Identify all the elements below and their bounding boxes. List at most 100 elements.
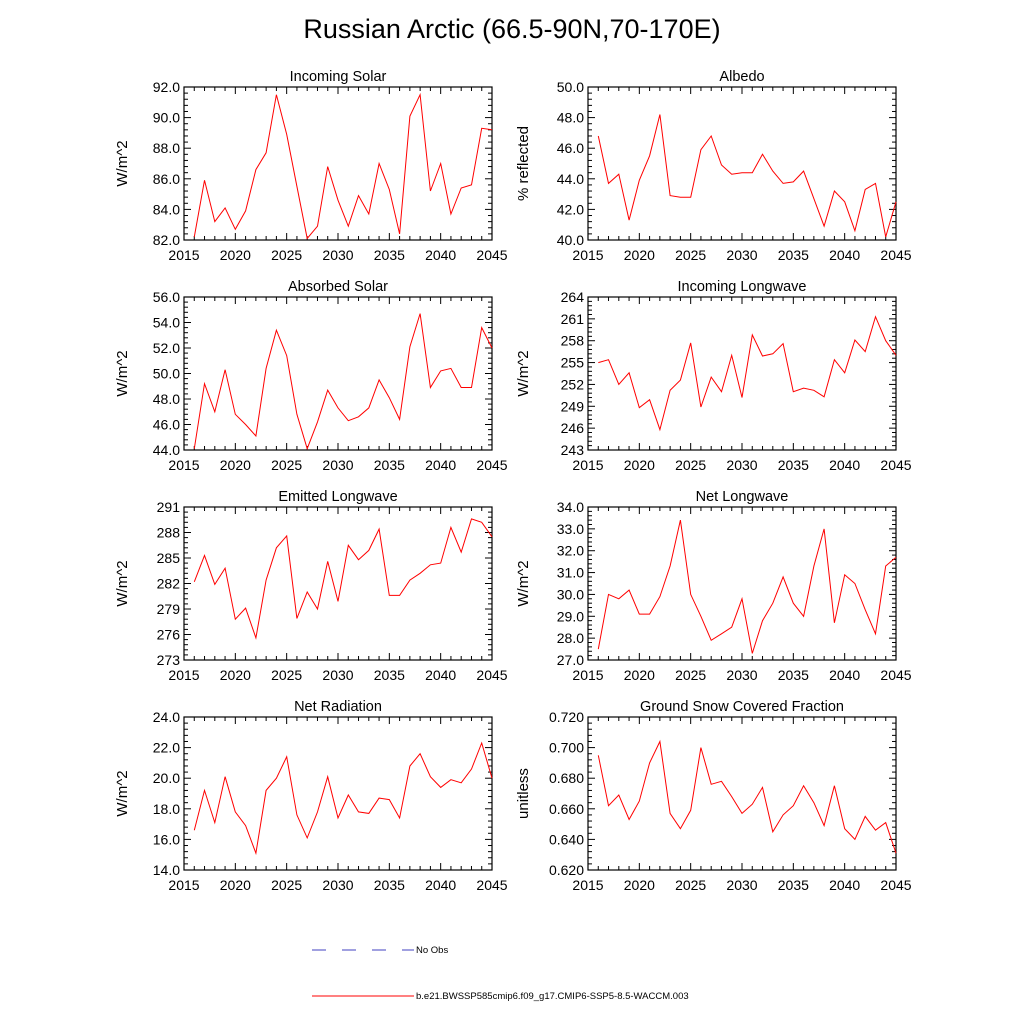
y-tick-label: 273: [157, 652, 181, 668]
y-tick-label: 50.0: [153, 366, 180, 382]
x-tick-label: 2020: [624, 457, 655, 473]
y-tick-label: 243: [561, 442, 585, 458]
x-tick-label: 2020: [220, 457, 251, 473]
chart-panel: Albedo 2015 2020 2025 2030 2035 2040 2045 40.0 42…: [515, 69, 912, 263]
y-tick-label: 92.0: [153, 79, 180, 95]
x-tick-label: 2025: [675, 667, 706, 683]
x-tick-label: 2020: [220, 247, 251, 263]
y-tick-label: 48.0: [153, 391, 180, 407]
y-axis-label: W/m^2: [515, 350, 532, 396]
plot-frame: [183, 506, 493, 661]
plot-frame: [183, 86, 493, 241]
y-tick-label: 40.0: [557, 232, 584, 248]
y-tick-label: 86.0: [153, 171, 180, 187]
legend: No Obs b.e21.BWSSP585cmip6.f09_g17.CMIP6-…: [312, 945, 689, 1002]
x-tick-label: 2040: [829, 667, 860, 683]
y-tick-label: 288: [157, 525, 181, 541]
plot-frame: [183, 296, 493, 451]
panel-title: Incoming Longwave: [678, 279, 807, 295]
chart-panel: Absorbed Solar 2015 2020 2025 2030 2035 2040 20…: [114, 279, 508, 473]
x-tick-label: 2045: [476, 457, 507, 473]
y-axis-label: unitless: [515, 768, 532, 819]
y-tick-label: 46.0: [153, 417, 180, 433]
y-tick-label: 0.720: [549, 709, 584, 725]
y-tick-label: 0.640: [549, 831, 584, 847]
y-tick-label: 48.0: [557, 110, 584, 126]
x-tick-label: 2015: [572, 667, 603, 683]
x-tick-label: 2045: [880, 667, 911, 683]
x-tick-label: 2040: [425, 667, 456, 683]
y-axis-label: W/m^2: [114, 560, 131, 606]
y-tick-label: 285: [157, 550, 181, 566]
chart-panel: Incoming Solar 2015 2020 2025 2030 2035 2040 20…: [114, 69, 508, 263]
x-tick-label: 2040: [829, 457, 860, 473]
x-tick-label: 2030: [322, 877, 353, 893]
y-tick-label: 0.680: [549, 770, 584, 786]
chart-panel: Emitted Longwave 2015 2020 2025 2030 2035 2040…: [114, 489, 508, 683]
x-tick-label: 2040: [425, 457, 456, 473]
x-tick-label: 2040: [425, 247, 456, 263]
x-tick-label: 2015: [572, 457, 603, 473]
x-tick-label: 2015: [168, 247, 199, 263]
y-tick-label: 46.0: [557, 140, 584, 156]
series-line: [597, 739, 897, 854]
x-tick-label: 2045: [476, 877, 507, 893]
y-tick-label: 0.700: [549, 740, 584, 756]
y-tick-label: 249: [561, 398, 585, 414]
panel-title: Net Radiation: [294, 699, 382, 715]
x-tick-label: 2020: [220, 877, 251, 893]
x-tick-label: 2015: [572, 877, 603, 893]
y-tick-label: 54.0: [153, 315, 180, 331]
y-tick-label: 50.0: [557, 79, 584, 95]
y-tick-label: 276: [157, 627, 181, 643]
legend-model-label: b.e21.BWSSP585cmip6.f09_g17.CMIP6-SSP5-8…: [416, 991, 689, 1002]
y-tick-label: 18.0: [153, 801, 180, 817]
y-tick-label: 88.0: [153, 140, 180, 156]
y-tick-label: 255: [561, 355, 585, 371]
y-tick-label: 264: [561, 289, 585, 305]
plot-frame: [587, 506, 897, 661]
x-tick-label: 2030: [726, 877, 757, 893]
y-tick-label: 82.0: [153, 232, 180, 248]
y-tick-label: 31.0: [557, 565, 584, 581]
x-tick-label: 2035: [374, 877, 405, 893]
x-tick-label: 2025: [271, 457, 302, 473]
panel-title: Incoming Solar: [290, 69, 387, 85]
chart-panel: Ground Snow Covered Fraction 2015 2020 2025…: [515, 699, 912, 893]
x-tick-label: 2020: [624, 247, 655, 263]
y-tick-label: 28.0: [557, 630, 584, 646]
series-line: [597, 114, 897, 238]
y-tick-label: 32.0: [557, 543, 584, 559]
plot-frame: [587, 716, 897, 871]
y-tick-label: 20.0: [153, 770, 180, 786]
y-tick-label: 291: [157, 499, 181, 515]
y-tick-label: 261: [561, 311, 585, 327]
x-tick-label: 2045: [880, 247, 911, 263]
y-tick-label: 90.0: [153, 110, 180, 126]
y-tick-label: 16.0: [153, 831, 180, 847]
y-tick-label: 0.660: [549, 801, 584, 817]
series-line: [193, 92, 493, 240]
y-tick-label: 52.0: [153, 340, 180, 356]
y-tick-label: 44.0: [153, 442, 180, 458]
x-tick-label: 2025: [271, 877, 302, 893]
x-tick-label: 2040: [829, 877, 860, 893]
x-tick-label: 2045: [880, 877, 911, 893]
x-tick-label: 2015: [168, 877, 199, 893]
x-tick-label: 2025: [675, 457, 706, 473]
y-tick-label: 29.0: [557, 608, 584, 624]
x-tick-label: 2030: [322, 247, 353, 263]
x-tick-label: 2035: [778, 667, 809, 683]
x-tick-label: 2045: [880, 457, 911, 473]
y-tick-label: 14.0: [153, 862, 180, 878]
x-tick-label: 2020: [220, 667, 251, 683]
x-tick-label: 2025: [271, 247, 302, 263]
y-tick-label: 30.0: [557, 586, 584, 602]
x-tick-label: 2035: [778, 457, 809, 473]
x-tick-label: 2030: [726, 667, 757, 683]
x-tick-label: 2035: [374, 247, 405, 263]
chart-panel: Net Longwave 2015 2020 2025 2030 2035 2040 2045…: [515, 489, 912, 683]
y-axis-label: W/m^2: [114, 770, 131, 816]
x-tick-label: 2015: [572, 247, 603, 263]
